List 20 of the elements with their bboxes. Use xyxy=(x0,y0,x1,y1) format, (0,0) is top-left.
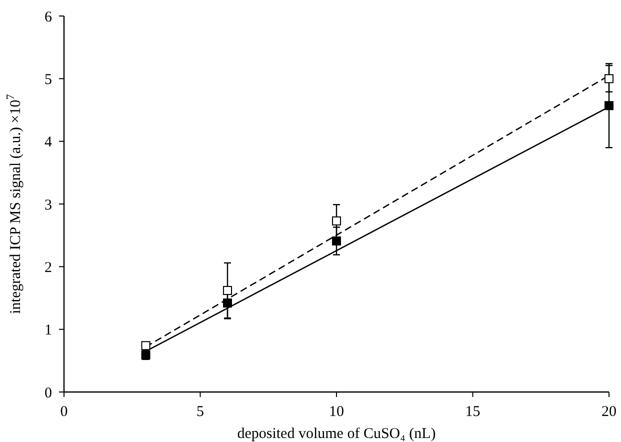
y-tick-label: 5 xyxy=(44,72,52,88)
y-tick-label: 2 xyxy=(44,260,52,276)
point xyxy=(332,216,341,226)
point xyxy=(223,286,232,295)
point xyxy=(332,236,341,246)
y-tick-label: 4 xyxy=(44,134,52,151)
point xyxy=(604,74,614,84)
y-tick-label: 3 xyxy=(44,197,52,214)
x-tick-label: 15 xyxy=(465,404,480,420)
point xyxy=(604,101,614,110)
y-tick-label: 0 xyxy=(44,385,52,402)
y-tick-label: 1 xyxy=(44,322,52,339)
point xyxy=(223,298,232,308)
y-tick-label: 6 xyxy=(44,9,52,26)
x-tick-label: 10 xyxy=(329,404,344,420)
point xyxy=(141,341,150,350)
x-tick-label: 20 xyxy=(602,404,616,420)
x-axis-title: deposited volume of CuSO₄ (nL) xyxy=(237,426,436,442)
x-tick-label: 0 xyxy=(60,404,68,420)
x-tick-label: 5 xyxy=(196,404,204,420)
